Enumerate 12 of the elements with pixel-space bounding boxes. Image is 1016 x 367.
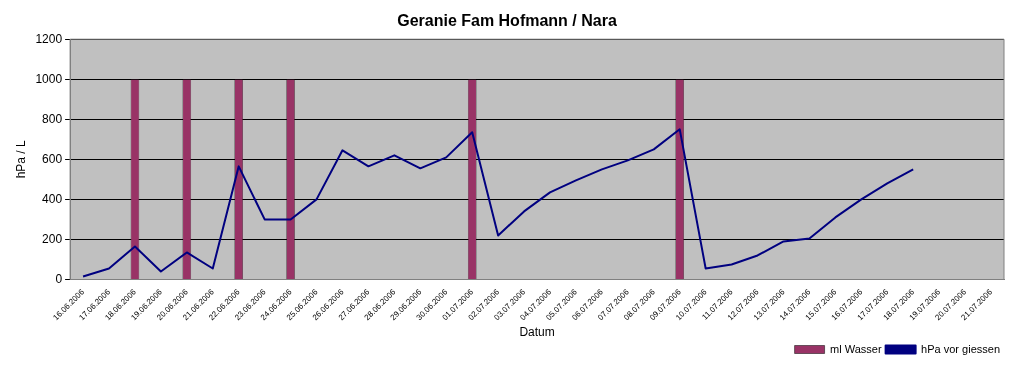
x-axis-title: Datum xyxy=(519,325,555,340)
legend-label: ml Wasser xyxy=(830,342,882,355)
y-tick-label: 600 xyxy=(42,151,63,166)
y-tick-label: 0 xyxy=(55,271,63,286)
y-tick-label: 200 xyxy=(42,231,63,246)
legend-label: hPa vor giessen xyxy=(921,342,1001,355)
y-tick-label: 400 xyxy=(42,191,63,206)
y-axis-title: hPa / L xyxy=(13,140,28,179)
y-tick-label: 1200 xyxy=(35,31,63,46)
chart-title: Geranie Fam Hofmann / Nara xyxy=(397,12,617,30)
y-tick-label: 800 xyxy=(42,111,63,126)
y-tick-label: 1000 xyxy=(35,71,63,86)
